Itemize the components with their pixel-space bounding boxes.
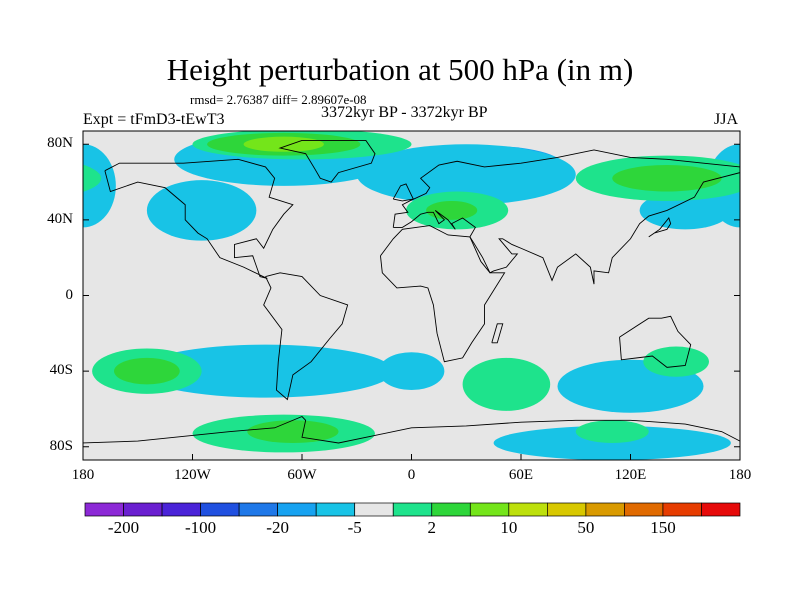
lon-label: 180 (71, 467, 95, 483)
colorbar-swatch (547, 502, 587, 517)
stats-label: rmsd= 2.76387 diff= 2.89607e-08 (190, 92, 367, 107)
lat-label: 80N (47, 135, 73, 152)
field-south-pacific-negative (137, 344, 394, 398)
lon-label: 60W (287, 467, 317, 483)
season-label: JJA (714, 111, 739, 128)
colorbar-swatch (431, 502, 471, 517)
colorbar-swatch (238, 502, 278, 517)
colorbar-label: 50 (577, 518, 595, 537)
colorbar-swatch (123, 502, 163, 517)
field-central-asia-positive (83, 164, 102, 192)
coastline-3 (392, 149, 740, 285)
colorbar-swatch (469, 502, 510, 517)
coastline-8 (648, 217, 672, 238)
field-south-pacific-core (114, 357, 180, 385)
colorbar-label: -20 (266, 518, 289, 537)
map-title: Height perturbation at 500 hPa (in m) (166, 52, 634, 87)
colorbar-label: 150 (650, 518, 676, 537)
field-antarctic-west-core (247, 420, 339, 443)
lat-label: 80S (49, 437, 73, 454)
lat-label: 0 (65, 286, 74, 303)
contour-fields (83, 131, 740, 460)
colorbar-swatch (315, 502, 356, 517)
colorbar-swatch (624, 502, 664, 517)
lon-label: 120E (614, 467, 647, 483)
colorbar-swatch (161, 502, 201, 517)
field-south-atlantic-negative (378, 352, 445, 391)
coastline-1 (278, 140, 376, 183)
field-central-asia-core (612, 165, 722, 192)
colorbar-swatch (585, 502, 625, 517)
coastline-5 (619, 315, 692, 368)
lat-label: 40N (47, 210, 73, 227)
field-south-indian-positive (462, 357, 551, 411)
colorbar-swatch (392, 502, 433, 517)
colorbar-swatch (662, 502, 702, 517)
field-europe-core (426, 200, 478, 220)
colorbar-label: -200 (107, 518, 140, 537)
field-east-asia-negative (639, 191, 731, 230)
coastline-9 (491, 323, 504, 344)
colorbar-swatch (354, 502, 394, 517)
colorbar-swatch (701, 502, 741, 517)
coastline-4 (380, 225, 506, 363)
colorbar-swatch (200, 502, 240, 517)
field-australia-positive (643, 346, 709, 377)
coastlines (83, 140, 740, 444)
field-north-pacific-west-negative (83, 144, 116, 228)
colorbar-label: 2 (427, 518, 437, 537)
lon-label: 60E (508, 467, 534, 483)
field-arctic-russia-halo (356, 144, 576, 205)
colorbar-swatch (508, 502, 548, 517)
period-label: 3372kyr BP - 3372kyr BP (321, 104, 488, 121)
coastline-0 (104, 158, 294, 279)
colorbar-swatch (84, 502, 124, 517)
lon-label: 120W (174, 467, 211, 483)
coastline-7 (392, 183, 414, 202)
experiment-label: Expt = tFmD3-tEwT3 (83, 111, 225, 128)
axis-ticks (82, 143, 741, 460)
lon-label: 180 (728, 467, 752, 483)
coastline-6 (83, 415, 740, 444)
colorbar-label: 10 (500, 518, 518, 537)
coastline-2 (263, 272, 349, 401)
colorbar-label: -100 (184, 518, 217, 537)
lon-label: 0 (407, 467, 416, 483)
colorbar-swatch (277, 502, 317, 517)
colorbar-label: -5 (347, 518, 362, 537)
field-antarctic-east-positive (575, 420, 649, 443)
lat-label: 40S (49, 362, 73, 379)
